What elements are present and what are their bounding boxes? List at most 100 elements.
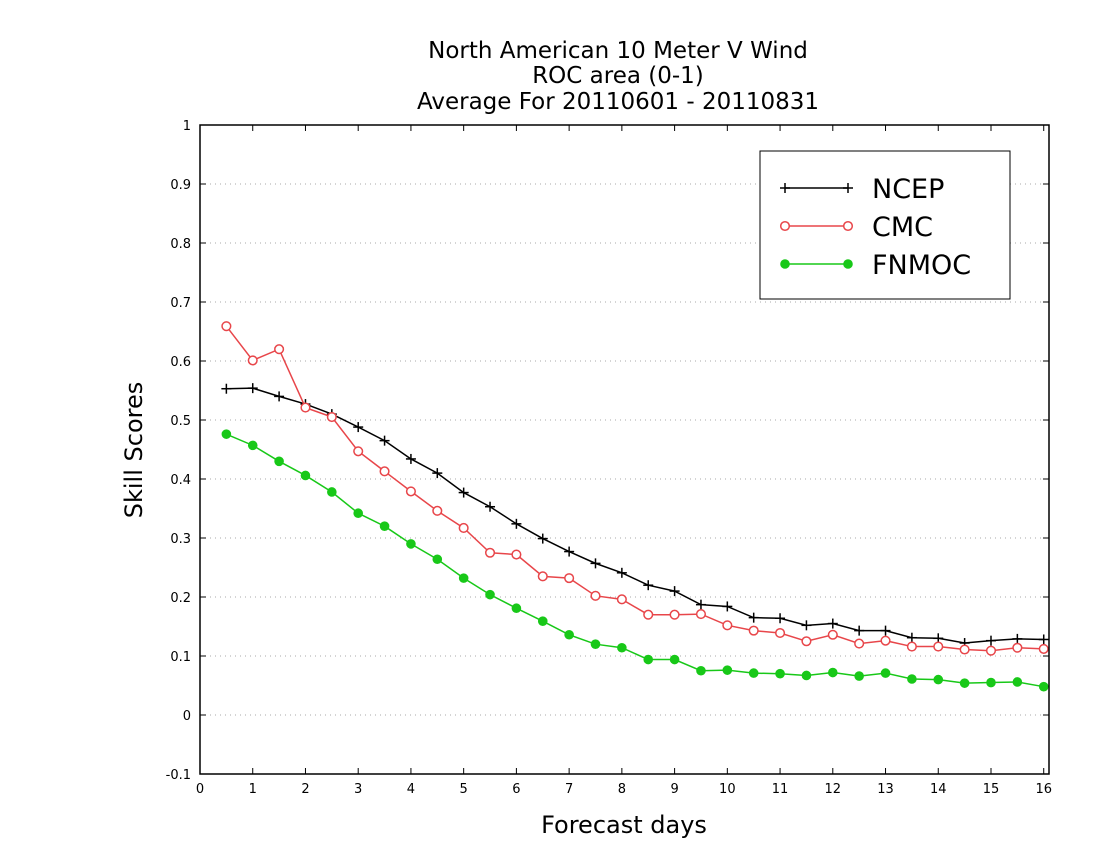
data-point-ncep <box>616 567 627 578</box>
data-point-cmc <box>985 645 997 656</box>
series-line-fnmoc <box>226 433 1044 688</box>
legend-item-cmc: CMC <box>779 212 933 243</box>
data-point-ncep <box>274 391 285 402</box>
y-axis-label: Skill Scores <box>120 382 148 519</box>
y-tick-label: 0.9 <box>170 178 191 193</box>
data-point-fnmoc <box>221 429 232 439</box>
data-point-ncep <box>669 586 680 597</box>
data-point-fnmoc <box>748 668 759 678</box>
y-tick-label: 0.1 <box>170 650 191 665</box>
y-tick-label: 0.6 <box>170 355 191 370</box>
x-tick-label: 14 <box>930 782 947 797</box>
data-point-fnmoc <box>827 667 838 678</box>
x-tick-label: 8 <box>618 782 626 797</box>
data-point-ncep <box>643 580 654 591</box>
data-point-cmc <box>537 571 548 582</box>
data-point-cmc <box>880 635 891 646</box>
data-point-cmc <box>827 629 838 640</box>
legend-marker-ncep <box>843 183 853 193</box>
data-point-fnmoc <box>617 642 627 653</box>
x-axis: 0 1 2 3 4 5 6 7 8 9 10 11 12 13 14 15 16 <box>196 125 1052 797</box>
data-point-fnmoc <box>274 456 284 467</box>
data-point-ncep <box>511 518 522 529</box>
chart-title-line-3: Average For 20110601 - 20110831 <box>417 89 819 115</box>
legend: NCEP CMC FNMOC <box>759 150 1011 300</box>
data-point-fnmoc <box>379 521 390 532</box>
data-point-fnmoc <box>986 677 996 688</box>
x-tick-label: 16 <box>1035 782 1052 797</box>
chart-title-line-1: North American 10 Meter V Wind <box>428 38 808 64</box>
legend-item-fnmoc: FNMOC <box>780 250 971 281</box>
data-point-cmc <box>564 573 575 584</box>
data-point-cmc <box>300 402 311 413</box>
x-tick-label: 4 <box>407 782 415 797</box>
chart-title-line-2: ROC area (0-1) <box>532 63 704 89</box>
legend-marker-cmc <box>779 220 791 232</box>
data-point-fnmoc <box>353 508 363 519</box>
data-point-fnmoc <box>485 589 495 600</box>
series-ncep <box>221 383 1049 649</box>
data-point-fnmoc <box>458 573 469 583</box>
series-layer <box>221 321 1049 692</box>
data-point-fnmoc <box>432 554 443 565</box>
data-point-fnmoc <box>511 603 522 614</box>
data-point-fnmoc <box>247 440 258 451</box>
legend-marker-fnmoc <box>780 259 790 269</box>
data-point-cmc <box>458 522 469 534</box>
data-point-cmc <box>748 625 759 636</box>
x-tick-label: 1 <box>249 782 257 797</box>
legend-item-ncep: NCEP <box>780 174 944 205</box>
data-point-cmc <box>695 609 707 620</box>
series-line-cmc <box>225 325 1044 652</box>
data-point-cmc <box>326 412 337 423</box>
data-point-ncep <box>854 625 865 636</box>
plot-frame <box>199 124 1050 775</box>
x-axis-label: Forecast days <box>541 811 707 839</box>
y-tick-label: 0.4 <box>170 473 191 488</box>
data-point-fnmoc <box>327 487 337 497</box>
y-tick-label: -0.1 <box>166 768 191 783</box>
data-point-cmc <box>432 505 443 516</box>
data-point-cmc <box>379 466 390 477</box>
y-tick-label: 0.5 <box>170 414 191 429</box>
y-tick-label: 0.2 <box>170 591 191 606</box>
y-tick-label: 0.8 <box>170 237 191 252</box>
chart-title: North American 10 Meter V Wind ROC area … <box>417 38 819 115</box>
legend-marker-fnmoc <box>843 259 853 269</box>
data-point-ncep <box>485 501 496 512</box>
x-tick-label: 6 <box>512 782 520 797</box>
data-point-fnmoc <box>1038 681 1049 692</box>
data-point-ncep <box>880 625 891 636</box>
x-tick-label: 12 <box>825 782 842 797</box>
x-tick-label: 15 <box>983 782 1000 797</box>
data-point-ncep <box>590 558 601 569</box>
data-point-ncep <box>775 613 786 624</box>
x-tick-label: 9 <box>670 782 678 797</box>
data-point-fnmoc <box>933 674 944 685</box>
data-point-cmc <box>616 594 627 605</box>
data-point-cmc <box>590 590 601 601</box>
data-point-ncep <box>379 435 390 446</box>
data-point-ncep <box>405 453 416 464</box>
data-point-ncep <box>247 383 258 394</box>
data-point-fnmoc <box>775 668 785 679</box>
data-point-cmc <box>722 620 733 631</box>
y-axis: -0.1 0 0.1 0.2 0.3 0.4 0.5 0.6 0.7 0.8 0.9 1 <box>166 119 1049 783</box>
data-point-cmc <box>353 446 364 457</box>
data-point-fnmoc <box>669 654 680 665</box>
data-point-cmc <box>511 549 522 560</box>
data-point-fnmoc <box>696 665 706 676</box>
data-point-ncep <box>985 635 996 646</box>
data-point-cmc <box>643 609 654 620</box>
data-point-ncep <box>458 487 469 498</box>
y-tick-label: 0.7 <box>170 296 191 311</box>
data-point-ncep <box>564 546 575 557</box>
data-point-cmc <box>1012 642 1023 653</box>
data-point-cmc <box>854 638 865 649</box>
data-point-cmc <box>906 641 917 652</box>
x-tick-label: 7 <box>565 782 573 797</box>
y-tick-label: 1 <box>183 119 191 134</box>
data-point-ncep <box>1038 634 1049 645</box>
data-point-ncep <box>537 533 548 544</box>
data-point-fnmoc <box>564 629 574 640</box>
